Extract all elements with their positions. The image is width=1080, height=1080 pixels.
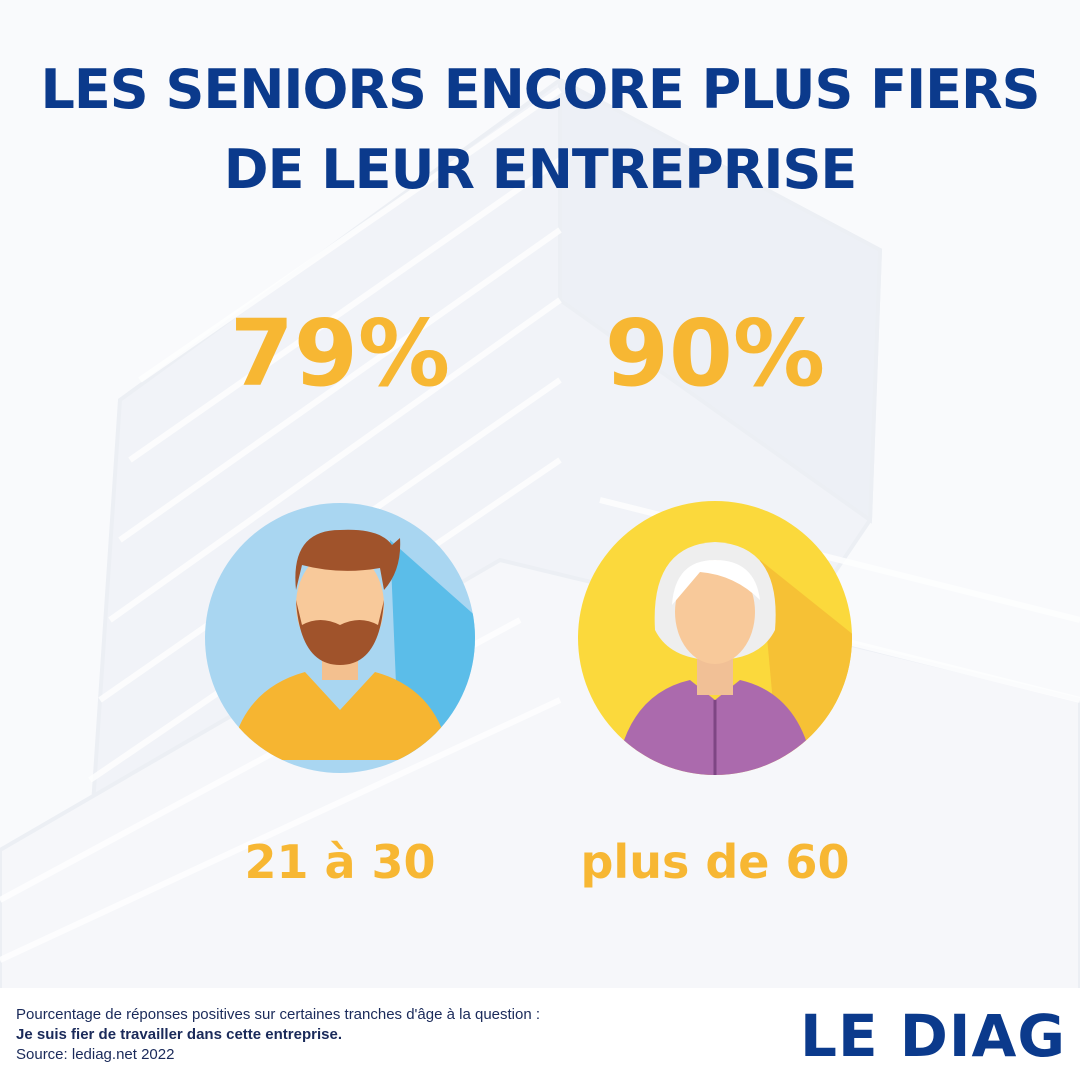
logo: LE DIAG (800, 1002, 1066, 1070)
footer-note: Pourcentage de réponses positives sur ce… (16, 1006, 541, 1023)
footer-source: Source: lediag.net 2022 (16, 1046, 175, 1063)
avatar-young (205, 503, 475, 773)
age-group: plus de 60 (580, 835, 850, 889)
footer-question: Je suis fier de travailler dans cette en… (16, 1026, 342, 1043)
title-line: LES SENIORS ENCORE PLUS FIERS (40, 58, 1040, 121)
stat-value: 90% (604, 300, 826, 407)
avatar-senior (578, 501, 852, 775)
footer: Pourcentage de réponses positives sur ce… (0, 988, 1080, 1080)
stat-value: 79% (229, 300, 451, 407)
age-group: 21 à 30 (244, 835, 436, 889)
title-line: DE LEUR ENTREPRISE (223, 138, 857, 201)
